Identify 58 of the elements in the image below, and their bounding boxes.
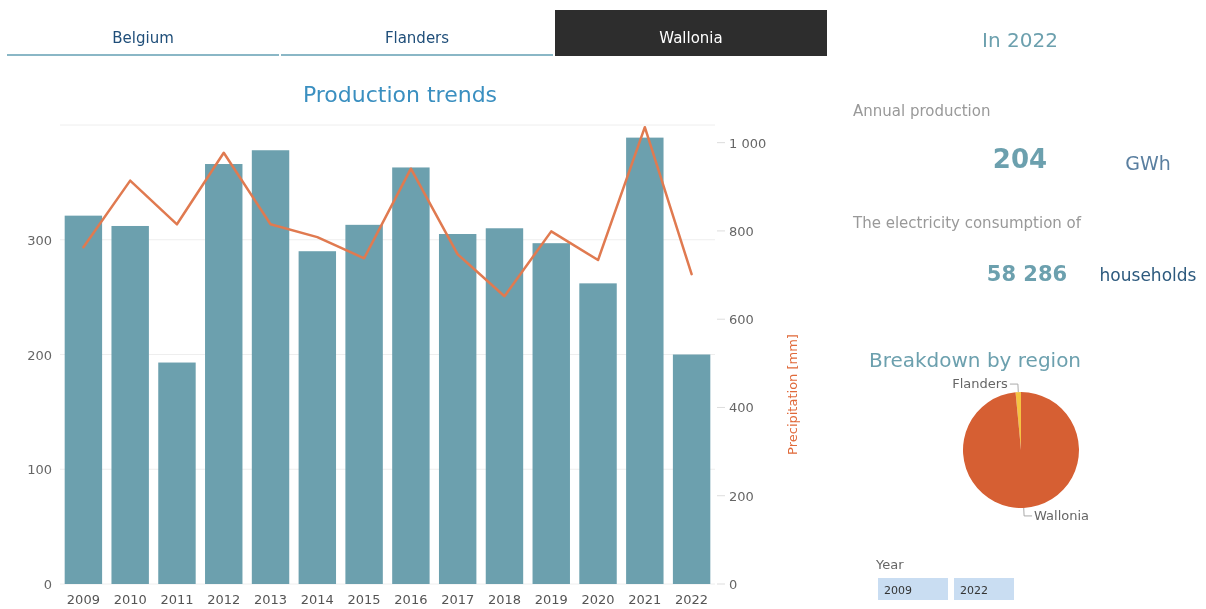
x-tick-label: 2009 — [66, 592, 100, 607]
bar — [485, 228, 524, 584]
x-tick-label: 2020 — [581, 592, 615, 607]
bar — [205, 164, 243, 584]
x-tick-label: 2017 — [441, 592, 475, 607]
bar — [392, 167, 430, 584]
bar — [626, 137, 664, 584]
y-tick-label: 100 — [27, 462, 52, 478]
text: Wallonia — [659, 29, 723, 47]
y2-tick-label: 400 — [729, 400, 754, 416]
chart-title: Breakdown by region — [868, 348, 1082, 372]
bar — [579, 283, 617, 584]
bar — [251, 150, 290, 584]
bar — [158, 362, 196, 584]
y-tick-label: 200 — [27, 347, 52, 363]
y2-tick-label: 200 — [729, 488, 754, 504]
text: The electricity consumption of — [852, 214, 1082, 232]
y2-axis-title: Precipitation [mm] — [785, 334, 800, 455]
text: 2009 — [884, 584, 912, 597]
text: GWh — [1125, 152, 1171, 174]
text: 58 286 — [986, 262, 1068, 286]
slice-label: Wallonia — [1034, 507, 1090, 523]
bar — [438, 234, 477, 584]
text: Belgium — [112, 29, 174, 47]
x-tick-label: 2015 — [347, 592, 381, 607]
text: households — [1099, 265, 1197, 285]
text: Flanders — [384, 29, 450, 47]
x-tick-label: 2019 — [534, 592, 568, 607]
x-tick-label: 2018 — [487, 592, 522, 607]
y2-tick-label: 1 000 — [729, 135, 767, 151]
line-series — [82, 125, 693, 298]
x-tick-label: 2016 — [394, 592, 428, 607]
x-tick-label: 2011 — [160, 592, 194, 607]
bar — [345, 224, 383, 584]
bar — [532, 243, 570, 584]
x-tick-label: 2014 — [300, 592, 334, 607]
text: Year — [875, 557, 905, 572]
x-tick-label: 2013 — [253, 592, 288, 607]
text: 204 — [992, 144, 1048, 174]
y2-tick-label: 0 — [729, 577, 738, 592]
y2-tick-label: 800 — [729, 223, 754, 239]
x-tick-label: 2022 — [675, 592, 709, 607]
chart-title: Production trends — [302, 82, 498, 107]
text: 2022 — [960, 584, 988, 597]
y-tick-label: 0 — [43, 577, 52, 592]
bar — [672, 354, 711, 584]
x-tick-label: 2010 — [113, 592, 147, 607]
x-tick-label: 2021 — [628, 592, 662, 607]
text: Annual production — [853, 102, 991, 120]
bar — [298, 251, 337, 584]
bar — [64, 215, 103, 584]
text: In 2022 — [982, 28, 1058, 52]
pie-slice — [963, 392, 1079, 508]
slice-label: Flanders — [952, 376, 1009, 392]
y2-tick-label: 600 — [729, 312, 754, 328]
bar — [111, 225, 149, 584]
y-tick-label: 300 — [27, 232, 52, 248]
x-tick-label: 2012 — [207, 592, 241, 607]
